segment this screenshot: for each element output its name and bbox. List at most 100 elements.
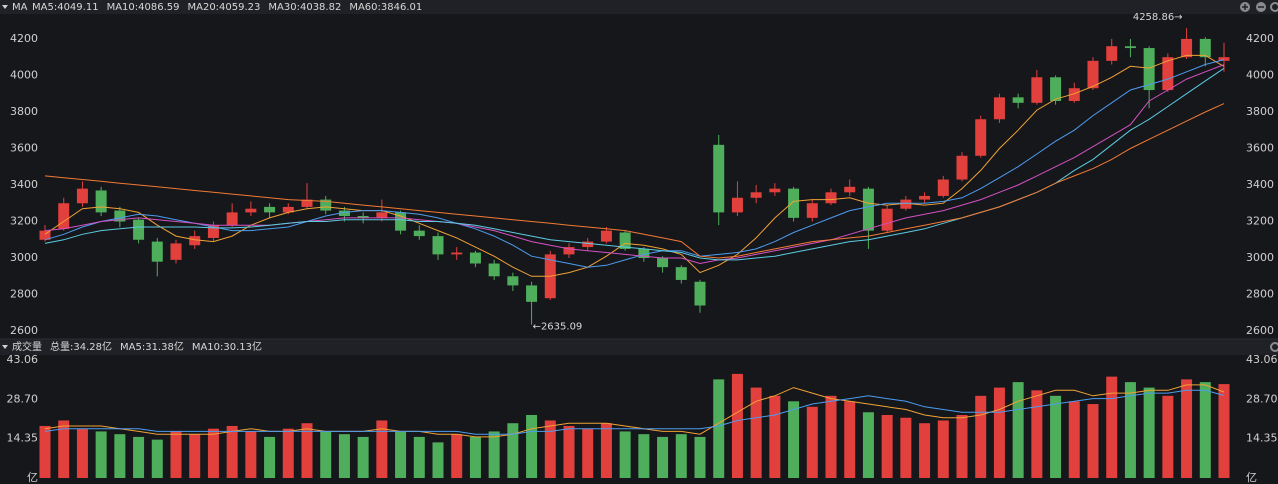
volume-bar bbox=[862, 412, 874, 478]
volume-bar bbox=[919, 423, 931, 478]
collapse-icon[interactable] bbox=[2, 5, 8, 9]
candle-body bbox=[563, 247, 575, 255]
volume-bar bbox=[1199, 382, 1211, 478]
y-tick-label: 4000 bbox=[10, 68, 38, 81]
volume-bar bbox=[320, 431, 332, 478]
volume-bar bbox=[881, 414, 893, 478]
collapse-icon[interactable] bbox=[2, 345, 8, 349]
candle-body bbox=[226, 212, 238, 226]
volume-title: 成交量 bbox=[12, 340, 42, 353]
volume-bar bbox=[956, 414, 968, 478]
volume-bar bbox=[133, 436, 145, 478]
price-header bbox=[0, 0, 1278, 14]
y-tick-label: 3800 bbox=[1246, 105, 1274, 118]
ma-line bbox=[44, 389, 1225, 435]
volume-bar bbox=[357, 436, 369, 478]
volume-bar bbox=[1012, 382, 1024, 478]
candle-body bbox=[956, 155, 968, 180]
candle-body bbox=[488, 263, 500, 277]
legend-entry: MA10:4086.59 bbox=[107, 2, 180, 13]
volume-bar bbox=[993, 387, 1005, 478]
legend-entry: MA5:31.38亿 bbox=[120, 340, 184, 353]
candle-body bbox=[694, 281, 706, 306]
y-tick-label: 14.35 bbox=[7, 432, 39, 445]
candle-body bbox=[806, 203, 818, 218]
volume-bar bbox=[76, 428, 88, 478]
volume-bar bbox=[507, 423, 519, 478]
candle-body bbox=[526, 285, 538, 302]
volume-bar bbox=[432, 442, 444, 478]
volume-bar bbox=[95, 431, 107, 478]
legend-entry: MA20:4059.23 bbox=[187, 2, 260, 13]
volume-bar bbox=[694, 436, 706, 478]
volume-bar bbox=[900, 417, 912, 478]
candle-body bbox=[919, 195, 931, 200]
volume-header bbox=[0, 339, 1278, 355]
volume-bar bbox=[563, 425, 575, 478]
candle-body bbox=[114, 210, 126, 222]
volume-bar bbox=[937, 420, 949, 478]
candle-body bbox=[320, 199, 332, 211]
candle-body bbox=[357, 216, 369, 218]
candle-body bbox=[1218, 57, 1230, 61]
volume-bar bbox=[189, 434, 201, 478]
ma-line bbox=[44, 64, 1225, 265]
volume-bar bbox=[825, 395, 837, 478]
legend-entry: MA30:4038.82 bbox=[268, 2, 341, 13]
candle-body bbox=[731, 197, 743, 213]
y-tick-label: 28.70 bbox=[1246, 392, 1278, 405]
min-annotation: ←2635.09 bbox=[533, 322, 583, 333]
volume-bar bbox=[544, 420, 556, 478]
settings-button[interactable] bbox=[1270, 342, 1278, 352]
volume-bar bbox=[1162, 395, 1174, 478]
max-annotation: 4258.86→ bbox=[1133, 12, 1183, 23]
volume-bar bbox=[1218, 384, 1230, 478]
toolbar bbox=[1240, 2, 1278, 352]
candle-body bbox=[600, 230, 612, 242]
volume-bar bbox=[1031, 390, 1043, 478]
volume-bar bbox=[638, 434, 650, 478]
legend-entry: MA60:3846.01 bbox=[349, 2, 422, 13]
volume-bar bbox=[376, 420, 388, 478]
candle-body bbox=[189, 236, 201, 246]
volume-bar bbox=[582, 428, 594, 478]
volume-bar bbox=[170, 431, 182, 478]
y-tick-label: 43.06 bbox=[1246, 353, 1278, 366]
settings-button[interactable] bbox=[1270, 2, 1278, 12]
volume-bar bbox=[1068, 401, 1080, 478]
candle-body bbox=[788, 188, 800, 218]
volume-bar bbox=[207, 428, 219, 478]
candle-body bbox=[937, 179, 949, 196]
y-tick-label: 3200 bbox=[10, 215, 38, 228]
volume-bar bbox=[1124, 382, 1136, 478]
volume-bar bbox=[488, 431, 500, 478]
volume-bar bbox=[1106, 376, 1118, 478]
pane-label: MA bbox=[12, 2, 28, 13]
candle-body bbox=[881, 208, 893, 231]
y-tick-label: 3600 bbox=[1246, 141, 1274, 154]
candle-body bbox=[1199, 38, 1211, 58]
candle-body bbox=[657, 258, 669, 268]
volume-bar bbox=[1087, 404, 1099, 478]
plus-icon bbox=[1242, 4, 1248, 10]
candle-body bbox=[1181, 38, 1193, 58]
volume-bar bbox=[619, 431, 631, 478]
candle-body bbox=[844, 186, 856, 193]
candle-body bbox=[1106, 46, 1118, 61]
volume-bar bbox=[1050, 395, 1062, 478]
volume-bar bbox=[675, 434, 687, 478]
candle-body bbox=[282, 206, 294, 213]
volume-bar bbox=[806, 406, 818, 478]
y-tick-label: 3800 bbox=[10, 105, 38, 118]
candle-body bbox=[58, 203, 70, 229]
candle-body bbox=[1124, 46, 1136, 49]
legend-entry: MA10:30.13亿 bbox=[192, 340, 262, 353]
y-tick-label: 亿 bbox=[27, 471, 38, 484]
candle-body bbox=[413, 230, 425, 237]
volume-bar bbox=[301, 423, 313, 478]
y-tick-label: 28.70 bbox=[7, 392, 39, 405]
candle-body bbox=[993, 97, 1005, 120]
y-tick-label: 4200 bbox=[10, 32, 38, 45]
candle-body bbox=[862, 188, 874, 231]
ma-line bbox=[44, 54, 1225, 277]
